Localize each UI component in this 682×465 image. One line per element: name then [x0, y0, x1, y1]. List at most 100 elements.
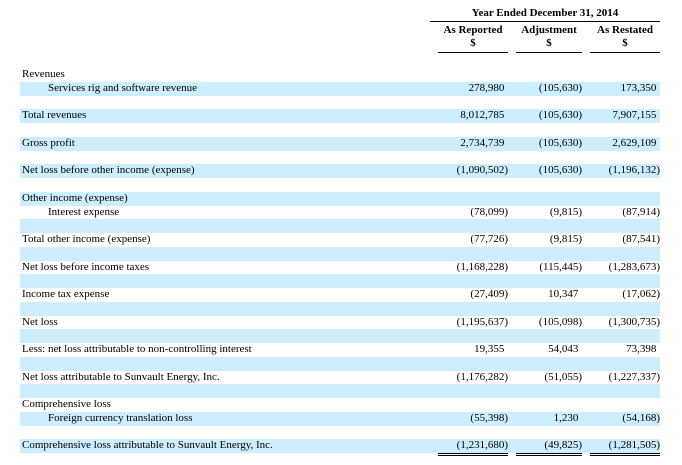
row-label: [20, 219, 430, 233]
value-cell: [590, 192, 660, 206]
table-row: Comprehensive loss attributable to Sunva…: [20, 439, 660, 456]
value-cell: [516, 357, 582, 371]
table-row: Income tax expense (27,409) 10,347) (17,062…: [20, 288, 660, 302]
table-row: Net loss before income taxes (1,168,228) (…: [20, 261, 660, 275]
value-cell: (1,090,502): [456, 164, 508, 177]
row-label: [20, 96, 430, 110]
row-label: Foreign currency translation loss: [48, 411, 193, 424]
value-cell: [516, 302, 582, 316]
value-cell: [590, 123, 660, 137]
table-header-period-row: Year Ended December 31, 2014: [20, 6, 660, 22]
spacer-row: [20, 329, 660, 343]
section-header-row: Other income (expense): [20, 191, 660, 206]
row-label: [20, 247, 430, 261]
value-cell: (1,168,228): [456, 260, 508, 273]
value-cell: [516, 384, 582, 398]
row-label: [20, 329, 430, 343]
table-row: Less: net loss attributable to non-contr…: [20, 343, 660, 357]
value-cell: (1,176,282): [456, 370, 508, 383]
row-label: [20, 274, 430, 288]
value-cell: (1,283,673): [608, 260, 660, 273]
column-header-label: Adjustment: [521, 24, 577, 36]
value-cell: (54,168): [622, 411, 660, 424]
value-cell: [438, 426, 508, 440]
row-label: [20, 123, 430, 137]
value-cell: [516, 192, 582, 206]
table-row: Net loss (1,195,637) (105,098) (1,300,735): [20, 316, 660, 330]
value-cell: [438, 178, 508, 192]
value-cell: (78,099): [470, 205, 508, 218]
value-cell: (1,281,505): [590, 439, 660, 456]
spacer-row: [20, 219, 660, 233]
table-row: Net loss before other income (expense) (1…: [20, 164, 660, 178]
value-cell: [438, 151, 508, 165]
spacer-row: [20, 426, 660, 440]
value-cell: 7,907,155): [612, 109, 657, 122]
value-cell: (115,445): [539, 260, 582, 273]
value-cell: [438, 357, 508, 371]
value-cell: [590, 274, 660, 288]
table-row: Gross profit 2,734,739) (105,630) 2,629,109…: [20, 136, 660, 151]
value-cell: [590, 247, 660, 261]
value-cell: (105,630): [538, 81, 582, 94]
spacer-row: [20, 384, 660, 398]
value-cell: [438, 219, 508, 233]
value-cell: [590, 96, 660, 110]
value-cell: [590, 329, 660, 343]
spacer-row: [20, 301, 660, 316]
label-column-spacer: [20, 23, 430, 53]
row-label: Less: net loss attributable to non-contr…: [22, 343, 252, 355]
row-label: [20, 357, 430, 371]
row-label: Net loss before income taxes: [22, 260, 150, 273]
value-cell: [438, 96, 508, 110]
row-label: Interest expense: [48, 205, 120, 218]
value-cell: [516, 219, 582, 233]
table-header-columns-row: As Reported $ Adjustment $ As Restated $: [20, 23, 660, 53]
value-cell: (105,630): [538, 164, 582, 177]
value-cell: [516, 398, 582, 412]
value-cell: 73,398): [626, 343, 657, 355]
value-cell: (17,062): [622, 288, 660, 300]
section-header-row: Comprehensive loss: [20, 398, 660, 412]
value-cell: [516, 178, 582, 192]
value-cell: [590, 68, 660, 82]
value-cell: [438, 302, 508, 316]
row-label: Other income (expense): [22, 191, 128, 204]
row-label: Net loss before other income (expense): [22, 164, 195, 177]
value-cell: [438, 123, 508, 137]
value-cell: 10,347): [548, 288, 579, 300]
row-label: Comprehensive loss: [22, 398, 111, 410]
spacer-row: [20, 246, 660, 261]
value-cell: [590, 219, 660, 233]
value-cell: (87,914): [622, 205, 660, 218]
value-cell: 19,355): [474, 343, 505, 355]
value-cell: 2,629,109): [612, 136, 657, 149]
value-cell: (51,055): [544, 370, 582, 383]
value-cell: [438, 329, 508, 343]
value-cell: (49,825): [516, 439, 582, 456]
spacer-row: [20, 123, 660, 137]
value-cell: [590, 151, 660, 165]
currency-symbol: $: [622, 37, 628, 49]
value-cell: [590, 357, 660, 371]
value-cell: 8,012,785): [460, 109, 505, 122]
value-cell: (1,300,735): [608, 315, 660, 328]
spacer-row: [20, 274, 660, 288]
value-cell: [516, 123, 582, 137]
table-row: Interest expense (78,099) (9,815) (87,914): [20, 206, 660, 220]
row-label: Services rig and software revenue: [48, 81, 198, 94]
value-cell: (55,398): [470, 411, 508, 424]
value-cell: [516, 247, 582, 261]
value-cell: (87,541): [622, 233, 660, 245]
spacer-row: [20, 151, 660, 165]
value-cell: (105,630): [538, 136, 582, 149]
row-label: Comprehensive loss attributable to Sunva…: [22, 439, 273, 452]
value-cell: [438, 68, 508, 82]
table-row: Foreign currency translation loss (55,398…: [20, 411, 660, 426]
value-cell: [516, 426, 582, 440]
currency-symbol: $: [546, 37, 552, 49]
row-label: [20, 302, 430, 316]
value-cell: [516, 329, 582, 343]
row-label: Net loss attributable to Sunvault Energy…: [22, 370, 220, 383]
